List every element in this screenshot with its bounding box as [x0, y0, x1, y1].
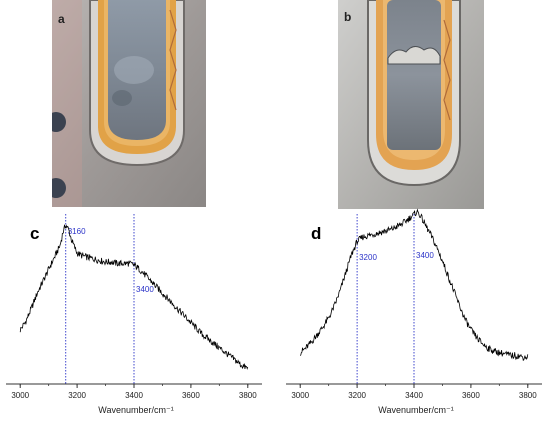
x-tick-label: 3600	[462, 391, 480, 400]
x-tick-label: 3400	[125, 391, 143, 400]
x-tick-label: 3600	[182, 391, 200, 400]
photo-b: b	[338, 0, 484, 209]
panel-letter-b: b	[344, 10, 352, 24]
chart-d: 3000 3200 3400 3600 3800 Wavenumber/cm⁻¹ 3200 3…	[286, 208, 542, 415]
spectrum-trace	[299, 208, 529, 361]
x-tick-label: 3000	[11, 391, 29, 400]
reference-label-3400: 3400	[136, 285, 154, 294]
x-tick-label: 3800	[239, 391, 257, 400]
photo-a: a	[52, 0, 206, 207]
x-axis-title: Wavenumber/cm⁻¹	[98, 405, 173, 415]
chart-c: 3000 3200 3400 3600 3800 Wavenumber/cm⁻¹ 3160 3…	[6, 214, 262, 415]
panel-letter-c: c	[30, 224, 40, 243]
reference-label-3400: 3400	[416, 251, 434, 260]
panel-letter-d: d	[311, 224, 322, 243]
x-tick-label: 3200	[68, 391, 86, 400]
photo-a-illustration	[52, 0, 206, 207]
spectrum-trace	[19, 224, 249, 370]
reference-label-3200: 3200	[359, 253, 377, 262]
x-tick-label: 3000	[291, 391, 309, 400]
x-tick-label: 3800	[519, 391, 537, 400]
reference-label-3160: 3160	[68, 227, 86, 236]
panel-letter-a: a	[58, 12, 65, 26]
photo-b-illustration	[338, 0, 484, 209]
x-axis-title: Wavenumber/cm⁻¹	[378, 405, 453, 415]
x-tick-label: 3400	[405, 391, 423, 400]
x-tick-label: 3200	[348, 391, 366, 400]
